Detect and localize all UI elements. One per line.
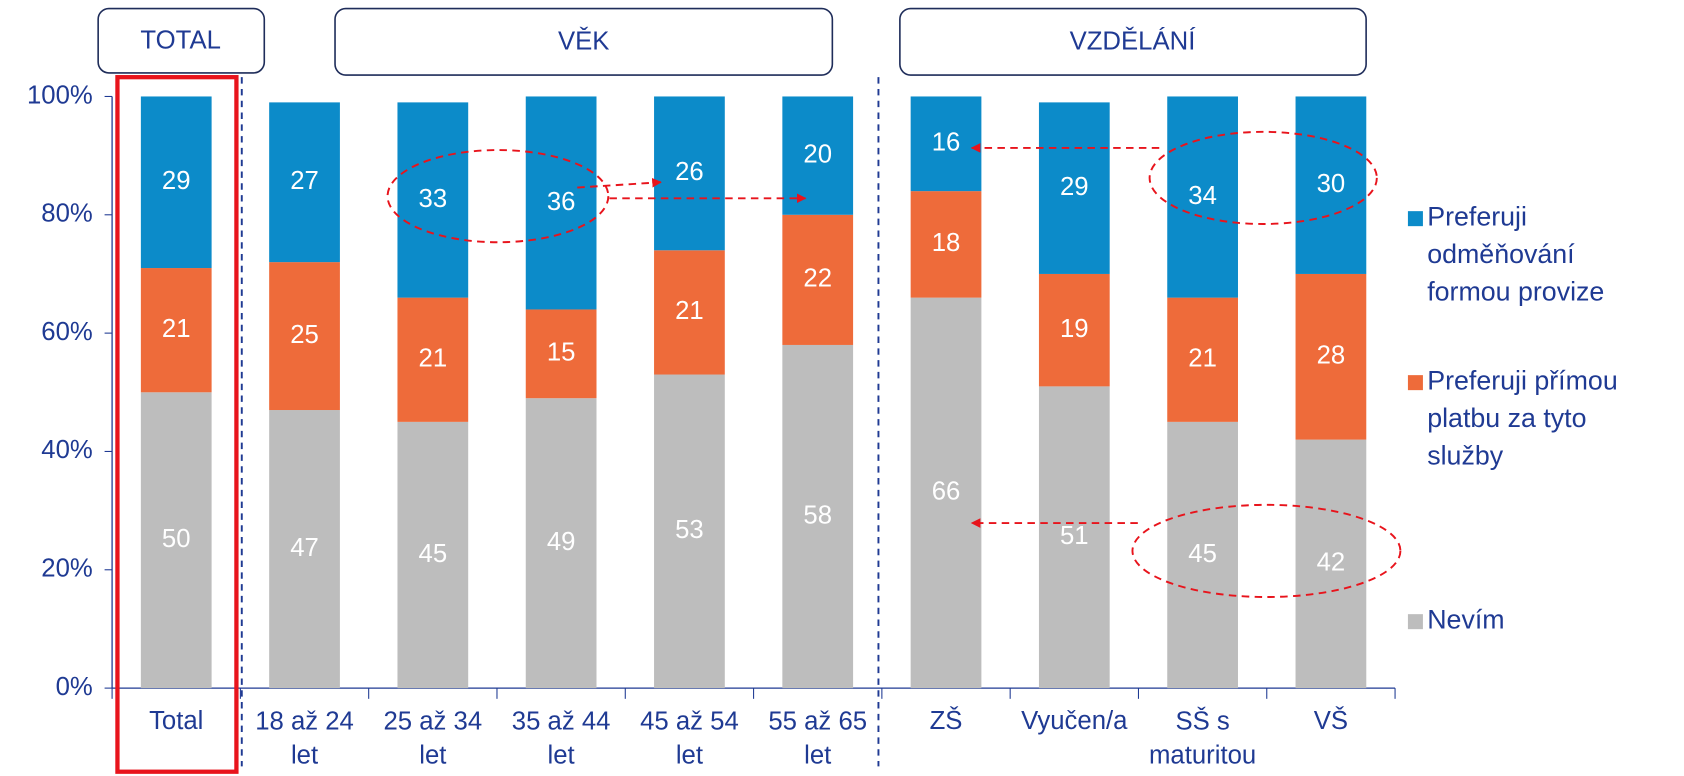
- group-label: VZDĚLÁNÍ: [1070, 27, 1197, 56]
- bar-segment: [1167, 96, 1238, 298]
- value-label: 21: [1188, 345, 1217, 373]
- value-label: 29: [1060, 173, 1089, 201]
- bar-segment: [782, 214, 854, 345]
- value-label: 34: [1188, 182, 1217, 210]
- bar-segment: [1038, 102, 1110, 274]
- group-label: VĚK: [558, 27, 609, 56]
- bar-segment: [910, 96, 982, 192]
- value-label: 20: [803, 140, 832, 168]
- bar-segment: [140, 392, 212, 689]
- group-headers: TOTAL VĚK VZDĚLÁNÍ: [97, 7, 1367, 76]
- bar-segment: [1038, 386, 1110, 689]
- value-label: 19: [1060, 315, 1089, 343]
- y-tick-label: 100%: [27, 81, 93, 109]
- bar-segment: [654, 250, 725, 375]
- value-label: 21: [675, 297, 704, 325]
- value-label: 45: [419, 540, 448, 568]
- value-label: 21: [162, 315, 191, 343]
- arrow: [577, 177, 662, 189]
- x-tick-label: Vyučen/a: [1021, 707, 1128, 735]
- bar-segment: [525, 96, 597, 310]
- value-label: 29: [162, 167, 191, 195]
- value-label: 30: [1317, 170, 1346, 198]
- plot: 0% 20% 40% 60% 80% 100% 50 21 29 Total 47 25 27 18 až…: [27, 81, 1618, 769]
- y-tick-label: 80%: [41, 200, 92, 228]
- bar-segment: [654, 374, 725, 689]
- value-label: 27: [290, 167, 319, 195]
- bar-segment: [269, 262, 340, 411]
- bar-segment: [910, 297, 982, 689]
- y-tick-label: 20%: [41, 555, 92, 583]
- legend-label: Nevím: [1427, 605, 1504, 635]
- x-tick-label: 45 až 54 let: [640, 707, 739, 769]
- bar-segment: [1295, 96, 1367, 274]
- bar-segment: [397, 421, 469, 689]
- x-tick-label: SŠ s maturitou: [1149, 706, 1256, 769]
- bar-segment: [1167, 421, 1238, 689]
- value-label: 36: [547, 188, 576, 216]
- bar-segment: [782, 344, 854, 689]
- value-label: 33: [419, 185, 448, 213]
- annotations: [115, 75, 1402, 774]
- header-box: [899, 7, 1367, 76]
- x-tick-label: 18 až 24 let: [255, 707, 354, 769]
- value-label: 22: [803, 265, 832, 293]
- bar-segment: [1038, 273, 1110, 387]
- bar-segment: [140, 268, 212, 393]
- y-tick-label: 40%: [41, 436, 92, 464]
- bar-segment: [654, 96, 725, 251]
- value-label: 58: [803, 501, 832, 529]
- bar-segment: [525, 309, 597, 399]
- group-label: TOTAL: [140, 27, 221, 55]
- x-tick-label: ZŠ: [930, 706, 963, 735]
- value-label: 49: [547, 528, 576, 556]
- bar-segment: [397, 297, 469, 422]
- bar-segment: [1295, 439, 1367, 689]
- bar-segment: [1295, 273, 1367, 440]
- highlight-box: [115, 75, 239, 774]
- legend-swatch: [1407, 614, 1423, 630]
- x-tick-label: VŠ: [1314, 706, 1348, 735]
- bar-segment: [782, 96, 854, 215]
- bar-segment: [269, 102, 340, 263]
- value-label: 53: [675, 516, 704, 544]
- y-tick-label: 60%: [41, 318, 92, 346]
- value-label: 42: [1317, 549, 1346, 577]
- value-label: 21: [419, 345, 448, 373]
- value-label: 18: [932, 229, 961, 257]
- x-tick-label: 35 až 44 let: [512, 707, 611, 769]
- x-tick-label: Total: [149, 707, 203, 735]
- ellipse: [1148, 130, 1378, 225]
- bar-segment: [269, 410, 340, 689]
- legend-swatch: [1407, 375, 1423, 391]
- value-label: 66: [932, 478, 961, 506]
- x-tick-label: 25 až 34 let: [383, 707, 482, 769]
- header-box: [334, 7, 834, 76]
- value-label: 28: [1317, 342, 1346, 370]
- ellipse: [1131, 503, 1402, 598]
- value-label: 45: [1188, 540, 1217, 568]
- bar-segment: [910, 191, 982, 298]
- value-label: 16: [932, 129, 961, 157]
- header-box: [97, 7, 266, 74]
- value-label: 15: [547, 339, 576, 367]
- value-label: 25: [290, 321, 319, 349]
- value-label: 50: [162, 525, 191, 553]
- y-tick-label: 0%: [56, 673, 93, 701]
- bar-segment: [397, 102, 469, 298]
- bar-segment: [1167, 297, 1238, 422]
- x-tick-label: 55 až 65 let: [768, 707, 867, 769]
- ellipse: [386, 149, 610, 244]
- bar-segment: [525, 398, 597, 689]
- bar-segment: [140, 96, 212, 269]
- value-label: 47: [290, 534, 319, 562]
- legend-label: Preferuji přímou platbu za tyto služby: [1427, 366, 1618, 471]
- value-label: 51: [1060, 522, 1089, 550]
- legend-label: Preferuji odměňování formou provize: [1427, 202, 1604, 307]
- value-label: 26: [675, 158, 704, 186]
- legend-swatch: [1407, 211, 1423, 227]
